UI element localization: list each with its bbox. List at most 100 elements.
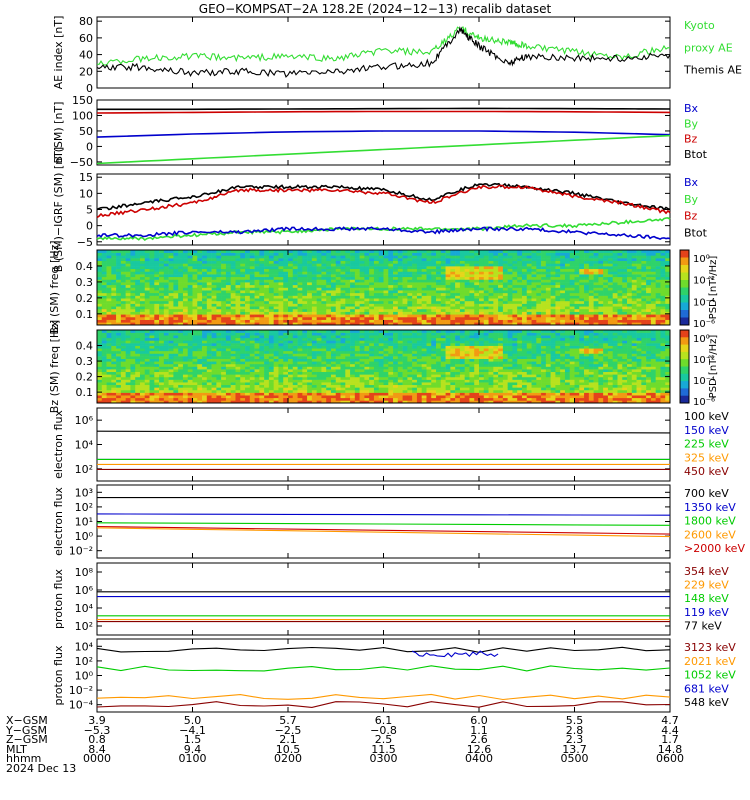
spectrogram-cell xyxy=(182,395,189,399)
spectrogram-cell xyxy=(598,260,604,264)
spectrogram-cell xyxy=(440,314,446,318)
spectrogram-cell xyxy=(297,316,303,320)
spectrogram-cell xyxy=(273,369,279,373)
spectrogram-cell xyxy=(436,263,442,267)
spectrogram-cell xyxy=(311,290,317,294)
spectrogram-cell xyxy=(311,260,317,264)
spectrogram-cell xyxy=(240,290,246,294)
spectrogram-cell xyxy=(225,374,232,378)
spectrogram-cell xyxy=(225,266,232,270)
spectrogram-cell xyxy=(307,295,313,299)
spectrogram-cell xyxy=(393,266,399,270)
spectrogram-cell xyxy=(584,322,590,326)
spectrogram-cell xyxy=(221,397,227,401)
spectrogram-cell xyxy=(154,345,160,349)
spectrogram-cell xyxy=(407,260,413,264)
spectrogram-cell xyxy=(130,353,136,357)
spectrogram-cell xyxy=(431,308,437,312)
spectrogram-cell xyxy=(521,258,528,262)
spectrogram-cell xyxy=(259,353,265,357)
spectrogram-cell xyxy=(168,384,174,388)
spectrogram-cell xyxy=(216,258,222,262)
spectrogram-cell xyxy=(335,292,341,296)
spectrogram-cell xyxy=(459,266,465,270)
spectrogram-cell xyxy=(130,392,136,396)
spectrogram-cell xyxy=(225,290,232,294)
spectrogram-cell xyxy=(421,282,427,286)
spectrogram-cell xyxy=(311,369,317,373)
spectrogram-cell xyxy=(665,279,671,283)
spectrogram-cell xyxy=(584,282,590,286)
spectrogram-cell xyxy=(230,353,236,357)
spectrogram-cell xyxy=(182,250,189,253)
spectrogram-cell xyxy=(650,268,656,272)
spectrogram-cell xyxy=(187,343,193,346)
spectrogram-cell xyxy=(364,274,370,278)
spectrogram-cell xyxy=(235,340,241,344)
spectrogram-cell xyxy=(536,319,542,323)
spectrogram-cell xyxy=(521,300,528,304)
spectrogram-cell xyxy=(307,308,313,312)
spectrogram-cell xyxy=(569,282,575,286)
spectrogram-cell xyxy=(254,337,260,341)
spectrogram-cell xyxy=(202,395,208,399)
spectrogram-cell xyxy=(455,274,461,278)
spectrogram-cell xyxy=(173,374,179,378)
spectrogram-cell xyxy=(259,268,265,272)
spectrogram-cell xyxy=(159,337,165,341)
spectrogram-cell xyxy=(154,314,160,318)
spectrogram-cell xyxy=(521,319,528,323)
spectrogram-cell xyxy=(335,343,341,346)
spectrogram-cell xyxy=(603,300,609,304)
spectrogram-cell xyxy=(235,311,241,315)
spectrogram-cell xyxy=(541,276,547,280)
spectrogram-cell xyxy=(283,250,289,253)
spectrogram-cell xyxy=(483,279,489,283)
spectrogram-cell xyxy=(440,276,446,280)
spectrogram-cell xyxy=(330,284,337,288)
spectrogram-cell xyxy=(641,252,647,256)
y-tick-label: 50 xyxy=(79,125,93,138)
spectrogram-cell xyxy=(665,252,671,256)
spectrogram-cell xyxy=(641,255,647,259)
spectrogram-cell xyxy=(202,382,208,386)
spectrogram-cell xyxy=(330,319,337,323)
spectrogram-cell xyxy=(97,322,103,326)
spectrogram-cell xyxy=(388,303,394,307)
spectrogram-cell xyxy=(202,263,208,267)
spectrogram-cell xyxy=(111,274,117,278)
spectrogram-cell xyxy=(550,314,556,318)
spectrogram-cell xyxy=(106,306,112,310)
spectrogram-cell xyxy=(307,322,313,326)
spectrogram-cell xyxy=(163,250,169,253)
spectrogram-cell xyxy=(493,266,499,270)
spectrogram-cell xyxy=(326,379,332,383)
spectrogram-cell xyxy=(445,287,451,291)
spectrogram-cell xyxy=(607,279,613,283)
spectrogram-cell xyxy=(182,389,189,393)
spectrogram-cell xyxy=(154,400,160,404)
spectrogram-cell xyxy=(182,400,189,404)
spectrogram-cell xyxy=(149,268,155,272)
spectrogram-cell xyxy=(412,287,418,291)
spectrogram-cell xyxy=(216,363,222,367)
spectrogram-cell xyxy=(545,282,551,286)
spectrogram-cell xyxy=(407,263,413,267)
spectrogram-cell xyxy=(211,389,217,393)
spectrogram-cell xyxy=(125,263,131,267)
legend-entry: Bz xyxy=(684,133,698,146)
spectrogram-cell xyxy=(173,330,179,333)
spectrogram-cell xyxy=(249,322,255,326)
spectrogram-cell xyxy=(163,389,169,393)
spectrogram-cell xyxy=(612,276,618,280)
spectrogram-cell xyxy=(316,295,322,299)
spectrogram-cell xyxy=(307,340,313,344)
spectrogram-cell xyxy=(488,263,494,267)
spectrogram-cell xyxy=(149,353,155,357)
spectrogram-cell xyxy=(192,263,198,267)
spectrogram-cell xyxy=(101,330,107,333)
spectrogram-cell xyxy=(445,271,451,275)
spectrogram-cell xyxy=(202,358,208,362)
spectrogram-cell xyxy=(116,279,122,283)
spectrogram-cell xyxy=(283,282,289,286)
